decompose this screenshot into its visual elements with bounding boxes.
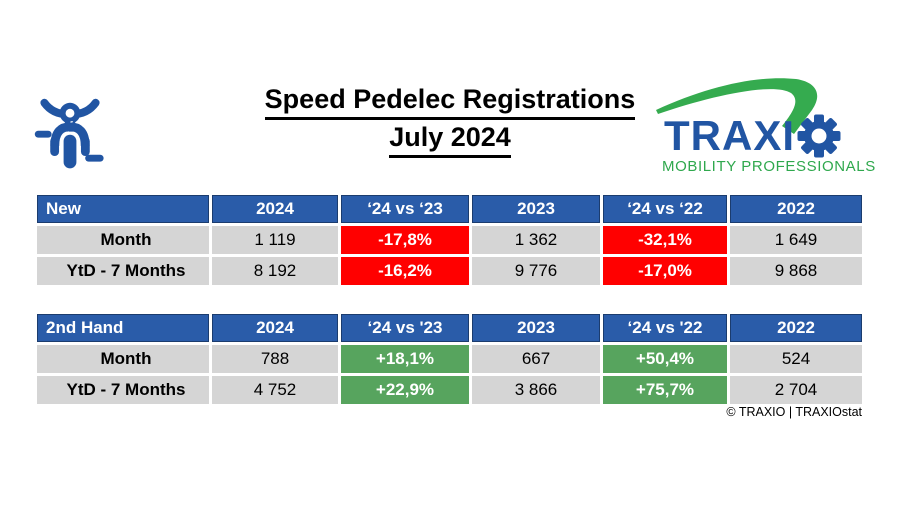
column-header-24v23: ‘24 vs '23 — [341, 314, 469, 342]
report-title-line1: Speed Pedelec Registrations — [150, 82, 750, 120]
gear-icon — [797, 114, 841, 158]
delta-cell-negative: -32,1% — [603, 226, 727, 254]
column-header-24v22: ‘24 vs ‘22 — [603, 195, 727, 223]
value-cell: 667 — [472, 345, 600, 373]
table-second-hand: 2nd Hand 2024 ‘24 vs '23 2023 ‘24 vs '22… — [37, 314, 862, 404]
value-cell: 524 — [730, 345, 862, 373]
column-header-2024: 2024 — [212, 195, 338, 223]
logo-wordmark: TRAXI — [664, 114, 841, 158]
delta-cell-positive: +18,1% — [341, 345, 469, 373]
logo-wordmark-text: TRAXI — [664, 112, 795, 159]
table-new: New 2024 ‘24 vs ‘23 2023 ‘24 vs ‘22 2022… — [37, 195, 862, 285]
row-label-ytd: YtD - 7 Months — [37, 257, 209, 285]
speed-pedelec-icon — [34, 98, 104, 169]
table-second-hand-title-header: 2nd Hand — [37, 314, 209, 342]
row-label-month: Month — [37, 226, 209, 254]
value-cell: 3 866 — [472, 376, 600, 404]
value-cell: 1 119 — [212, 226, 338, 254]
delta-cell-negative: -17,0% — [603, 257, 727, 285]
traxio-logo: TRAXI MOB — [648, 70, 880, 178]
delta-cell-positive: +50,4% — [603, 345, 727, 373]
delta-cell-positive: +75,7% — [603, 376, 727, 404]
column-header-2022: 2022 — [730, 195, 862, 223]
logo-tagline: MOBILITY PROFESSIONALS — [662, 158, 876, 175]
row-label-ytd: YtD - 7 Months — [37, 376, 209, 404]
report-title: Speed Pedelec Registrations July 2024 — [150, 82, 750, 158]
column-header-2023: 2023 — [472, 195, 600, 223]
value-cell: 788 — [212, 345, 338, 373]
column-header-2022: 2022 — [730, 314, 862, 342]
value-cell: 4 752 — [212, 376, 338, 404]
report-title-line2: July 2024 — [150, 120, 750, 158]
table-new-title-header: New — [37, 195, 209, 223]
delta-cell-negative: -17,8% — [341, 226, 469, 254]
value-cell: 8 192 — [212, 257, 338, 285]
value-cell: 9 776 — [472, 257, 600, 285]
value-cell: 2 704 — [730, 376, 862, 404]
column-header-2024: 2024 — [212, 314, 338, 342]
logo-swoosh-icon — [656, 78, 818, 134]
copyright-note: © TRAXIO | TRAXIOstat — [726, 405, 862, 419]
value-cell: 1 649 — [730, 226, 862, 254]
column-header-24v23: ‘24 vs ‘23 — [341, 195, 469, 223]
value-cell: 9 868 — [730, 257, 862, 285]
column-header-24v22: ‘24 vs '22 — [603, 314, 727, 342]
column-header-2023: 2023 — [472, 314, 600, 342]
row-label-month: Month — [37, 345, 209, 373]
delta-cell-positive: +22,9% — [341, 376, 469, 404]
delta-cell-negative: -16,2% — [341, 257, 469, 285]
value-cell: 1 362 — [472, 226, 600, 254]
